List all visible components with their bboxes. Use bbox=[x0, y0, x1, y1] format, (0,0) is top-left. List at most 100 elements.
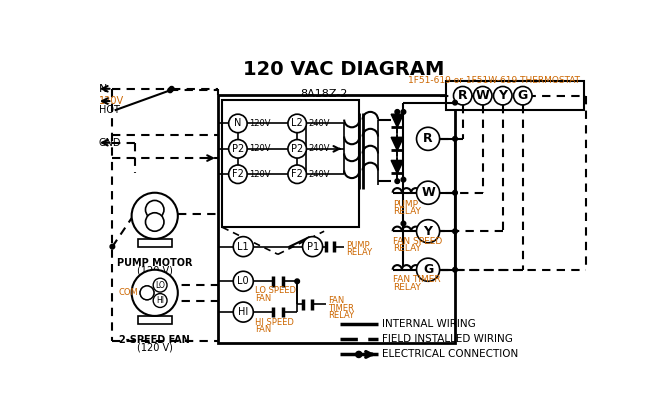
Circle shape bbox=[474, 86, 492, 105]
Text: R: R bbox=[458, 89, 468, 102]
Circle shape bbox=[453, 267, 458, 272]
Text: ELECTRICAL CONNECTION: ELECTRICAL CONNECTION bbox=[382, 349, 518, 360]
Text: P1: P1 bbox=[306, 242, 319, 252]
Text: FAN: FAN bbox=[255, 294, 271, 303]
Text: 2-SPEED FAN: 2-SPEED FAN bbox=[119, 335, 190, 345]
Bar bbox=[218, 95, 455, 343]
Text: (120 V): (120 V) bbox=[137, 266, 173, 276]
Text: F2: F2 bbox=[232, 169, 244, 179]
Bar bbox=[222, 100, 358, 228]
Polygon shape bbox=[391, 160, 403, 173]
Text: 240V: 240V bbox=[308, 170, 330, 179]
Circle shape bbox=[228, 165, 247, 184]
Circle shape bbox=[110, 244, 115, 249]
Text: LO: LO bbox=[155, 281, 165, 290]
Text: HOT: HOT bbox=[98, 105, 119, 115]
Text: HI: HI bbox=[156, 296, 164, 305]
Circle shape bbox=[417, 258, 440, 281]
Circle shape bbox=[494, 86, 512, 105]
Text: G: G bbox=[423, 263, 433, 276]
Text: 120 VAC DIAGRAM: 120 VAC DIAGRAM bbox=[243, 59, 444, 78]
Text: PUMP: PUMP bbox=[393, 200, 419, 209]
Circle shape bbox=[453, 137, 458, 141]
Circle shape bbox=[417, 181, 440, 204]
Circle shape bbox=[303, 237, 322, 257]
Text: W: W bbox=[476, 89, 490, 102]
Circle shape bbox=[288, 165, 306, 184]
Text: 240V: 240V bbox=[308, 119, 330, 128]
Circle shape bbox=[454, 86, 472, 105]
Circle shape bbox=[395, 110, 399, 114]
Circle shape bbox=[140, 286, 154, 300]
Text: RELAY: RELAY bbox=[346, 248, 372, 257]
Text: N: N bbox=[234, 119, 242, 129]
Circle shape bbox=[288, 140, 306, 158]
Text: LO SPEED: LO SPEED bbox=[255, 286, 296, 295]
Text: FAN SPEED: FAN SPEED bbox=[393, 237, 443, 246]
Circle shape bbox=[131, 270, 178, 316]
Text: F2: F2 bbox=[291, 169, 303, 179]
Circle shape bbox=[140, 286, 154, 300]
Text: COM: COM bbox=[118, 288, 138, 297]
Circle shape bbox=[401, 221, 406, 226]
Circle shape bbox=[131, 193, 178, 239]
Text: TIMER: TIMER bbox=[328, 304, 354, 313]
Text: 1F51-619 or 1F51W-619 THERMOSTAT: 1F51-619 or 1F51W-619 THERMOSTAT bbox=[407, 76, 580, 85]
Circle shape bbox=[228, 140, 247, 158]
Circle shape bbox=[233, 302, 253, 322]
Circle shape bbox=[417, 127, 440, 150]
Circle shape bbox=[295, 279, 299, 284]
Bar bbox=[138, 316, 172, 323]
Circle shape bbox=[395, 179, 399, 184]
Text: P2: P2 bbox=[291, 144, 304, 154]
Circle shape bbox=[356, 352, 362, 357]
Circle shape bbox=[233, 271, 253, 291]
Text: FIELD INSTALLED WIRING: FIELD INSTALLED WIRING bbox=[382, 334, 513, 344]
Circle shape bbox=[228, 114, 247, 133]
Text: L0: L0 bbox=[237, 276, 249, 286]
Circle shape bbox=[153, 294, 167, 308]
Text: W: W bbox=[421, 186, 435, 199]
Text: N: N bbox=[98, 84, 107, 94]
Text: Y: Y bbox=[423, 225, 433, 238]
Bar bbox=[138, 239, 172, 247]
Text: R: R bbox=[423, 132, 433, 145]
Circle shape bbox=[417, 220, 440, 243]
Circle shape bbox=[401, 110, 406, 114]
Circle shape bbox=[168, 88, 172, 93]
Polygon shape bbox=[391, 114, 403, 127]
Circle shape bbox=[401, 177, 406, 182]
Circle shape bbox=[170, 86, 174, 91]
Text: 120V: 120V bbox=[249, 144, 270, 153]
Text: PUMP: PUMP bbox=[346, 241, 369, 250]
Text: RELAY: RELAY bbox=[393, 283, 421, 292]
Text: RELAY: RELAY bbox=[393, 244, 421, 253]
Circle shape bbox=[453, 100, 458, 105]
Text: HI SPEED: HI SPEED bbox=[255, 318, 293, 326]
Text: 120V: 120V bbox=[98, 96, 124, 106]
Text: L1: L1 bbox=[237, 242, 249, 252]
Text: 8A18Z-2: 8A18Z-2 bbox=[300, 89, 348, 99]
Circle shape bbox=[453, 190, 458, 195]
Text: 120V: 120V bbox=[249, 170, 270, 179]
Text: FAN TIMER: FAN TIMER bbox=[393, 275, 441, 284]
Circle shape bbox=[153, 278, 167, 292]
Text: (120 V): (120 V) bbox=[137, 343, 173, 353]
Text: RELAY: RELAY bbox=[393, 207, 421, 217]
Text: Y: Y bbox=[498, 89, 507, 102]
Circle shape bbox=[145, 213, 164, 231]
Text: RELAY: RELAY bbox=[328, 311, 354, 321]
Text: PUMP MOTOR: PUMP MOTOR bbox=[117, 258, 192, 268]
Text: HI: HI bbox=[238, 307, 249, 317]
Text: 120V: 120V bbox=[249, 119, 270, 128]
Text: FAN: FAN bbox=[255, 325, 271, 334]
Text: L2: L2 bbox=[291, 119, 303, 129]
Text: FAN: FAN bbox=[328, 296, 344, 305]
Polygon shape bbox=[391, 137, 403, 150]
Text: 240V: 240V bbox=[308, 144, 330, 153]
Circle shape bbox=[233, 237, 253, 257]
Circle shape bbox=[453, 229, 458, 233]
Text: INTERNAL WIRING: INTERNAL WIRING bbox=[382, 318, 476, 328]
Bar bbox=[446, 81, 584, 110]
Text: GND: GND bbox=[98, 138, 121, 147]
